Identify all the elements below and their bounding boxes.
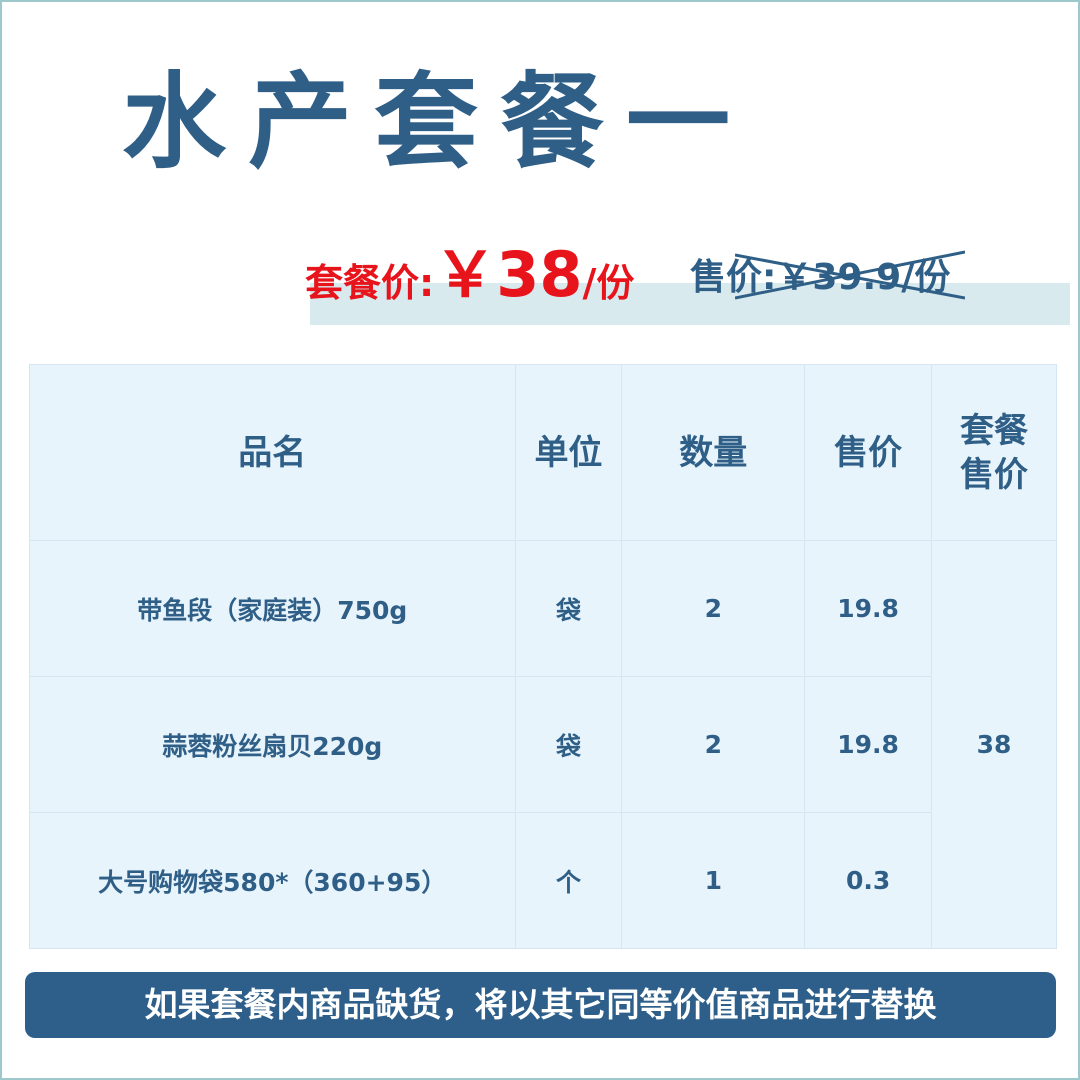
- header-name: 品名: [29, 364, 516, 541]
- item-unit: 个: [514, 812, 623, 949]
- item-price: 19.8: [804, 676, 933, 813]
- item-name: 蒜蓉粉丝扇贝220g: [29, 676, 516, 813]
- package-total: 38: [931, 540, 1057, 949]
- price-band: [310, 283, 1070, 325]
- table-header-row: 品名 单位 数量 售价 套餐售价: [29, 364, 1057, 541]
- item-qty: 2: [621, 540, 806, 677]
- item-unit: 袋: [514, 540, 623, 677]
- header-price: 售价: [804, 364, 933, 541]
- item-qty: 2: [621, 676, 806, 813]
- header-unit: 单位: [514, 364, 623, 541]
- item-unit: 袋: [514, 676, 623, 813]
- package-price-value: ￥38: [434, 238, 583, 311]
- package-table: 品名 单位 数量 售价 套餐售价 带鱼段（家庭装）750g 袋 2 19.8 3…: [29, 364, 1057, 949]
- package-price: 套餐价:￥38/份: [305, 240, 634, 318]
- item-qty: 1: [621, 812, 806, 949]
- table-row: 蒜蓉粉丝扇贝220g 袋 2 19.8: [29, 676, 1057, 813]
- page-title: 水产套餐一: [122, 61, 753, 183]
- item-name: 大号购物袋580*（360+95）: [29, 812, 516, 949]
- package-price-label: 套餐价:: [305, 261, 435, 305]
- item-price: 19.8: [804, 540, 933, 677]
- table-row: 带鱼段（家庭装）750g 袋 2 19.8 38: [29, 540, 1057, 949]
- item-price: 0.3: [804, 812, 933, 949]
- header-qty: 数量: [621, 364, 806, 541]
- table-row: 大号购物袋580*（360+95） 个 1 0.3: [29, 812, 1057, 949]
- strikethrough-cross: [735, 250, 965, 300]
- item-name: 带鱼段（家庭装）750g: [29, 540, 516, 677]
- package-price-unit: /份: [582, 261, 635, 305]
- notice-banner: 如果套餐内商品缺货，将以其它同等价值商品进行替换: [25, 972, 1056, 1038]
- header-package-price: 套餐售价: [931, 364, 1057, 541]
